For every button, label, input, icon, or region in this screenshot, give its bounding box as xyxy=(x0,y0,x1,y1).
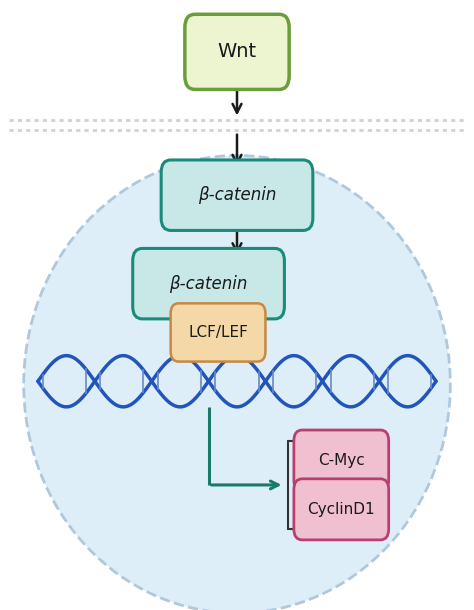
FancyBboxPatch shape xyxy=(133,248,284,319)
Text: CyclinD1: CyclinD1 xyxy=(308,502,375,517)
FancyBboxPatch shape xyxy=(161,160,313,231)
FancyBboxPatch shape xyxy=(171,303,265,362)
Ellipse shape xyxy=(24,156,450,610)
Text: LCF/LEF: LCF/LEF xyxy=(188,325,248,340)
FancyBboxPatch shape xyxy=(185,14,289,90)
FancyBboxPatch shape xyxy=(294,479,389,540)
Text: β-catenin: β-catenin xyxy=(169,274,248,293)
Text: β-catenin: β-catenin xyxy=(198,186,276,204)
Text: C-Myc: C-Myc xyxy=(318,453,365,468)
FancyBboxPatch shape xyxy=(294,430,389,491)
Text: Wnt: Wnt xyxy=(218,42,256,62)
